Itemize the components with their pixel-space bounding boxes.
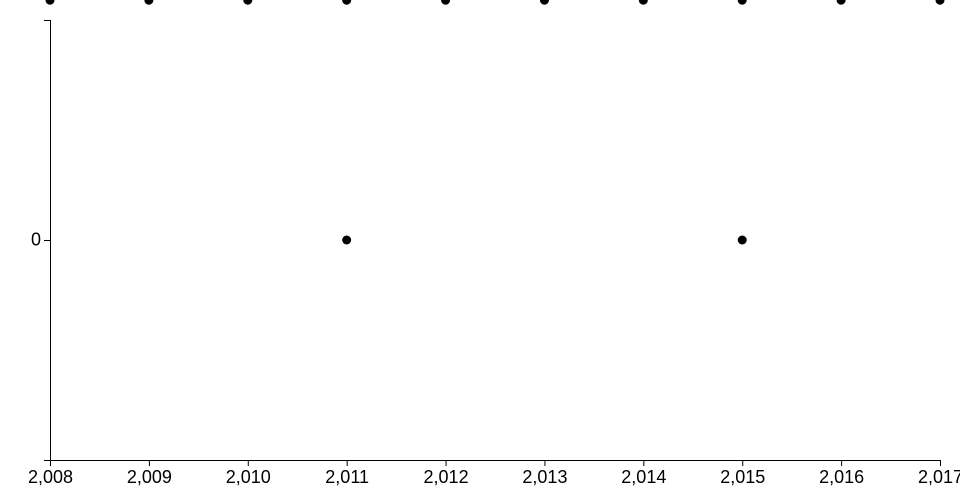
point [342,235,352,245]
point [539,0,549,5]
point [737,235,747,245]
x-tick-label: 2,011 [325,467,369,487]
x-axis [50,460,941,466]
x-tick-label: 2,015 [720,467,765,487]
x-tick-label: 2,012 [424,467,469,487]
x-tick-label: 2,008 [28,467,73,487]
point [342,0,352,5]
x-tick-label: 2,014 [621,467,666,487]
point [836,0,846,5]
point [243,0,253,5]
x-tick-label: 2,016 [819,467,864,487]
y-tick-label: 0 [31,229,41,249]
x-tick-label: 2,010 [226,467,271,487]
point [935,0,945,5]
x-tick-label: 2,017 [918,467,960,487]
x-tick-label: 2,009 [127,467,172,487]
x-tick-label: 2,013 [522,467,567,487]
point [144,0,154,5]
point [737,0,747,5]
point [441,0,451,5]
point [638,0,648,5]
point [45,0,55,5]
